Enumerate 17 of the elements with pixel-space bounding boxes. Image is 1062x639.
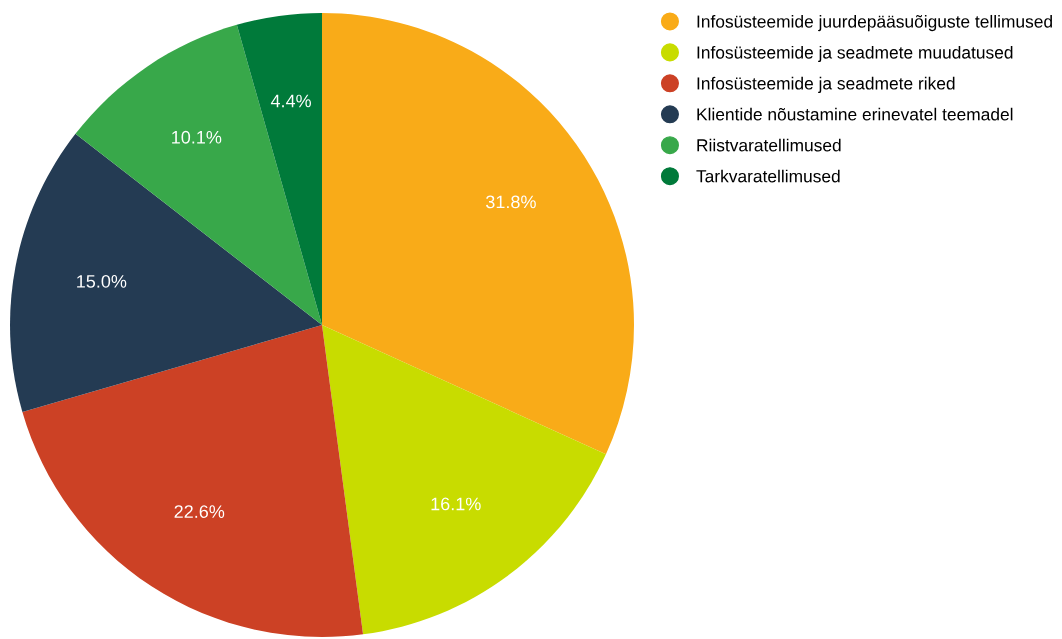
pie-slice	[75, 24, 322, 325]
data-label: 15.0%	[77, 274, 127, 288]
legend-label: Klientide nõustamine erinevatel teemadel	[697, 107, 1013, 121]
legend-label: Riistvaratellimused	[697, 138, 841, 152]
data-label: 4.4%	[270, 94, 311, 108]
pie-slice	[22, 325, 364, 637]
data-label: 10.1%	[172, 130, 222, 144]
legend-label: Infosüsteemide juurdepääsuõiguste tellimused	[697, 14, 1052, 32]
data-label: 16.1%	[431, 497, 481, 511]
pie-slice	[322, 325, 606, 635]
legend-label: Infosüsteemide ja seadmete muudatused	[697, 45, 1013, 63]
legend-label: Infosüsteemide ja seadmete riked	[697, 76, 955, 94]
data-label: 22.6%	[174, 505, 225, 518]
pie-slice	[236, 13, 322, 325]
legend-label: Tarkvaratellimused	[696, 169, 840, 183]
data-label: 31.8%	[486, 195, 536, 209]
pie-slice	[322, 13, 634, 455]
